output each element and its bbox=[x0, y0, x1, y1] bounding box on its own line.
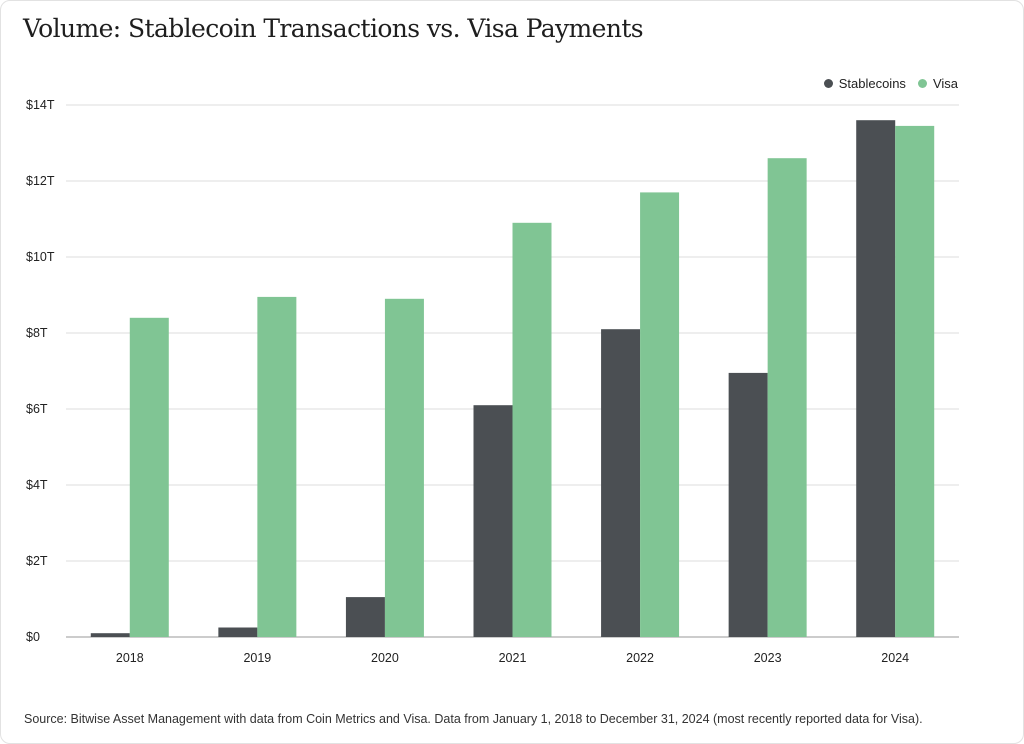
y-tick-label: $12T bbox=[26, 174, 55, 188]
bar-visa-2021 bbox=[512, 222, 552, 638]
y-tick-label: $8T bbox=[26, 326, 48, 340]
bar-visa-2018 bbox=[129, 317, 169, 637]
y-tick-label: $4T bbox=[26, 478, 48, 492]
bar-stablecoins-2021 bbox=[473, 405, 513, 637]
y-tick-label: $6T bbox=[26, 402, 48, 416]
bar-visa-2023 bbox=[767, 158, 807, 637]
x-tick-label: 2019 bbox=[243, 651, 271, 665]
y-tick-label: $10T bbox=[26, 250, 55, 264]
bar-visa-2022 bbox=[640, 192, 680, 637]
legend-label-visa: Visa bbox=[932, 76, 958, 91]
x-tick-label: 2024 bbox=[881, 651, 909, 665]
bar-visa-2024 bbox=[895, 125, 935, 638]
x-tick-label: 2022 bbox=[626, 651, 654, 665]
legend-item-visa: Visa bbox=[917, 76, 958, 91]
legend-swatch-stablecoins bbox=[823, 79, 833, 88]
bar-stablecoins-2019 bbox=[218, 627, 258, 637]
x-tick-label: 2020 bbox=[371, 651, 399, 665]
legend-swatch-visa bbox=[917, 79, 927, 88]
bar-stablecoins-2020 bbox=[345, 597, 385, 637]
chart-legend: Stablecoins Visa bbox=[812, 76, 958, 91]
bar-stablecoins-2018 bbox=[90, 633, 130, 637]
bar-visa-2020 bbox=[384, 298, 424, 637]
y-tick-label: $2T bbox=[26, 554, 48, 568]
bar-stablecoins-2023 bbox=[728, 372, 768, 637]
y-tick-label: $0 bbox=[26, 630, 40, 644]
x-tick-label: 2021 bbox=[499, 651, 527, 665]
bar-stablecoins-2022 bbox=[601, 329, 641, 637]
y-tick-label: $14T bbox=[26, 98, 55, 112]
bar-stablecoins-2024 bbox=[856, 120, 896, 637]
x-tick-label: 2023 bbox=[754, 651, 782, 665]
legend-label-stablecoins: Stablecoins bbox=[838, 76, 906, 91]
source-note: Source: Bitwise Asset Management with da… bbox=[24, 712, 923, 726]
x-tick-label: 2018 bbox=[116, 651, 144, 665]
bar-chart: $0 $2T $4T $6T $8T $10T $12T $14T 2018 2019 2020 20… bbox=[26, 98, 959, 665]
chart-title: Volume: Stablecoin Transactions vs. Visa… bbox=[23, 14, 644, 43]
legend-item-stablecoins: Stablecoins bbox=[823, 76, 906, 91]
bar-visa-2019 bbox=[257, 296, 297, 637]
